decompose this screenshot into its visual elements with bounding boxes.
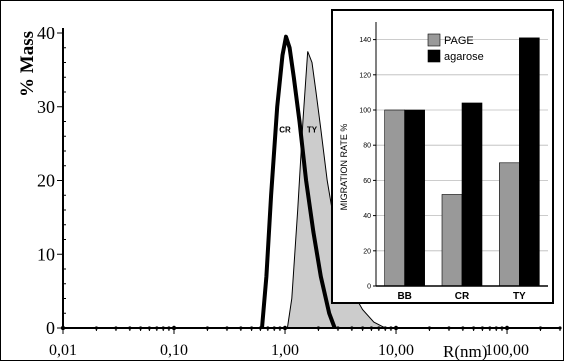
bar-agarose-bb	[404, 109, 425, 287]
series-cr-line	[260, 34, 337, 329]
y-tick-label: 20	[37, 171, 55, 191]
inset-category-label: TY	[513, 291, 526, 302]
x-tick-dot	[538, 326, 543, 330]
x-tick-dot	[488, 326, 492, 330]
bar-page-bb	[384, 109, 405, 287]
x-tick-dot	[94, 326, 99, 330]
x-tick-dot	[369, 326, 373, 330]
x-tick-dot	[336, 326, 340, 330]
inset-category-label: CR	[455, 291, 470, 302]
series-ty-area	[286, 51, 386, 329]
x-tick-dot	[225, 326, 229, 330]
y-tick-label: 0	[46, 318, 55, 338]
main-axes: 0 10 20 30 40 0,01 0,10 1,00 10,00 100,00	[37, 23, 562, 359]
inset-category-label: BB	[397, 291, 411, 302]
series-label-cr: CR	[279, 126, 291, 135]
x-tick-dot	[114, 326, 118, 330]
bar-page-ty	[499, 162, 520, 287]
inset-y-tick-label: 140	[359, 37, 371, 44]
x-tick-label: 1,00	[271, 342, 299, 359]
y-tick-label: 30	[37, 97, 55, 117]
x-tick-dot	[171, 325, 177, 331]
x-tick-dot	[272, 326, 276, 330]
x-tick-dot	[383, 326, 387, 330]
x-tick-dot	[377, 326, 381, 330]
x-tick-dot	[60, 325, 66, 331]
x-tick-dot	[500, 326, 504, 330]
x-tick-dot	[138, 326, 143, 330]
x-tick-dot	[155, 326, 159, 330]
x-axis-label: R(nm)	[443, 342, 487, 361]
inset-bars	[384, 37, 540, 287]
x-tick-dot	[128, 326, 132, 330]
x-tick-dot	[316, 326, 321, 330]
inset-y-tick-label: 120	[359, 72, 371, 79]
x-tick-dot	[161, 326, 165, 330]
x-tick-dot	[147, 326, 151, 330]
series-labels: CR TY	[279, 126, 318, 135]
x-tick-dot	[472, 326, 476, 330]
bar-agarose-ty	[519, 37, 540, 287]
x-tick-dot	[480, 326, 485, 330]
inset-y-tick-label: 20	[363, 248, 371, 255]
x-tick-label: 10,00	[378, 342, 414, 359]
inset-legend: PAGE agarose	[427, 33, 484, 63]
inset-axes: 0 20 40 60 80 100 120 140 BB CR TY	[359, 22, 548, 302]
x-tick-dot	[393, 325, 399, 331]
inset-y-tick-label: 100	[359, 108, 371, 115]
x-tick-dot	[504, 325, 510, 331]
x-tick-dot	[239, 326, 243, 330]
inset-y-axis-label: MIGRATION RATE %	[339, 124, 349, 211]
legend-label-agarose: agarose	[444, 51, 484, 63]
x-tick-dot	[494, 326, 498, 330]
bar-page-cr	[441, 194, 463, 287]
migration-rate-inset: 0 20 40 60 80 100 120 140 BB CR TY MIGRATION RATE …	[331, 9, 554, 304]
x-tick-dot	[205, 326, 210, 330]
x-tick-dot	[167, 326, 171, 330]
y-tick-label: 40	[37, 23, 55, 43]
bar-agarose-cr	[461, 102, 483, 287]
x-tick-dot	[461, 326, 465, 330]
x-tick-dot	[427, 326, 432, 330]
x-tick-dot	[447, 326, 451, 330]
x-tick-label: 0,10	[160, 342, 188, 359]
x-tick-dot	[278, 326, 282, 330]
x-tick-dot	[558, 326, 562, 330]
x-tick-dot	[361, 326, 365, 330]
x-tick-dot	[266, 326, 270, 330]
x-tick-label: 100,00	[485, 342, 529, 359]
series-label-ty: TY	[307, 126, 318, 135]
inset-y-tick-label: 40	[363, 213, 371, 220]
inset-y-tick-label: 60	[363, 178, 371, 185]
x-tick-dot	[258, 326, 262, 330]
x-tick-dot	[250, 326, 254, 330]
inset-y-tick-label: 80	[363, 143, 371, 150]
y-tick-label: 10	[37, 244, 55, 264]
inset-y-tick-label: 0	[367, 284, 371, 291]
x-tick-dot	[350, 326, 354, 330]
distribution-series	[260, 34, 386, 329]
x-tick-dot	[282, 325, 288, 331]
legend-label-page: PAGE	[444, 35, 474, 47]
legend-swatch-agarose	[427, 49, 441, 63]
x-tick-label: 0,01	[49, 342, 77, 359]
legend-swatch-page	[427, 33, 441, 47]
x-tick-dot	[389, 326, 393, 330]
y-axis-label: % Mass	[17, 31, 38, 97]
